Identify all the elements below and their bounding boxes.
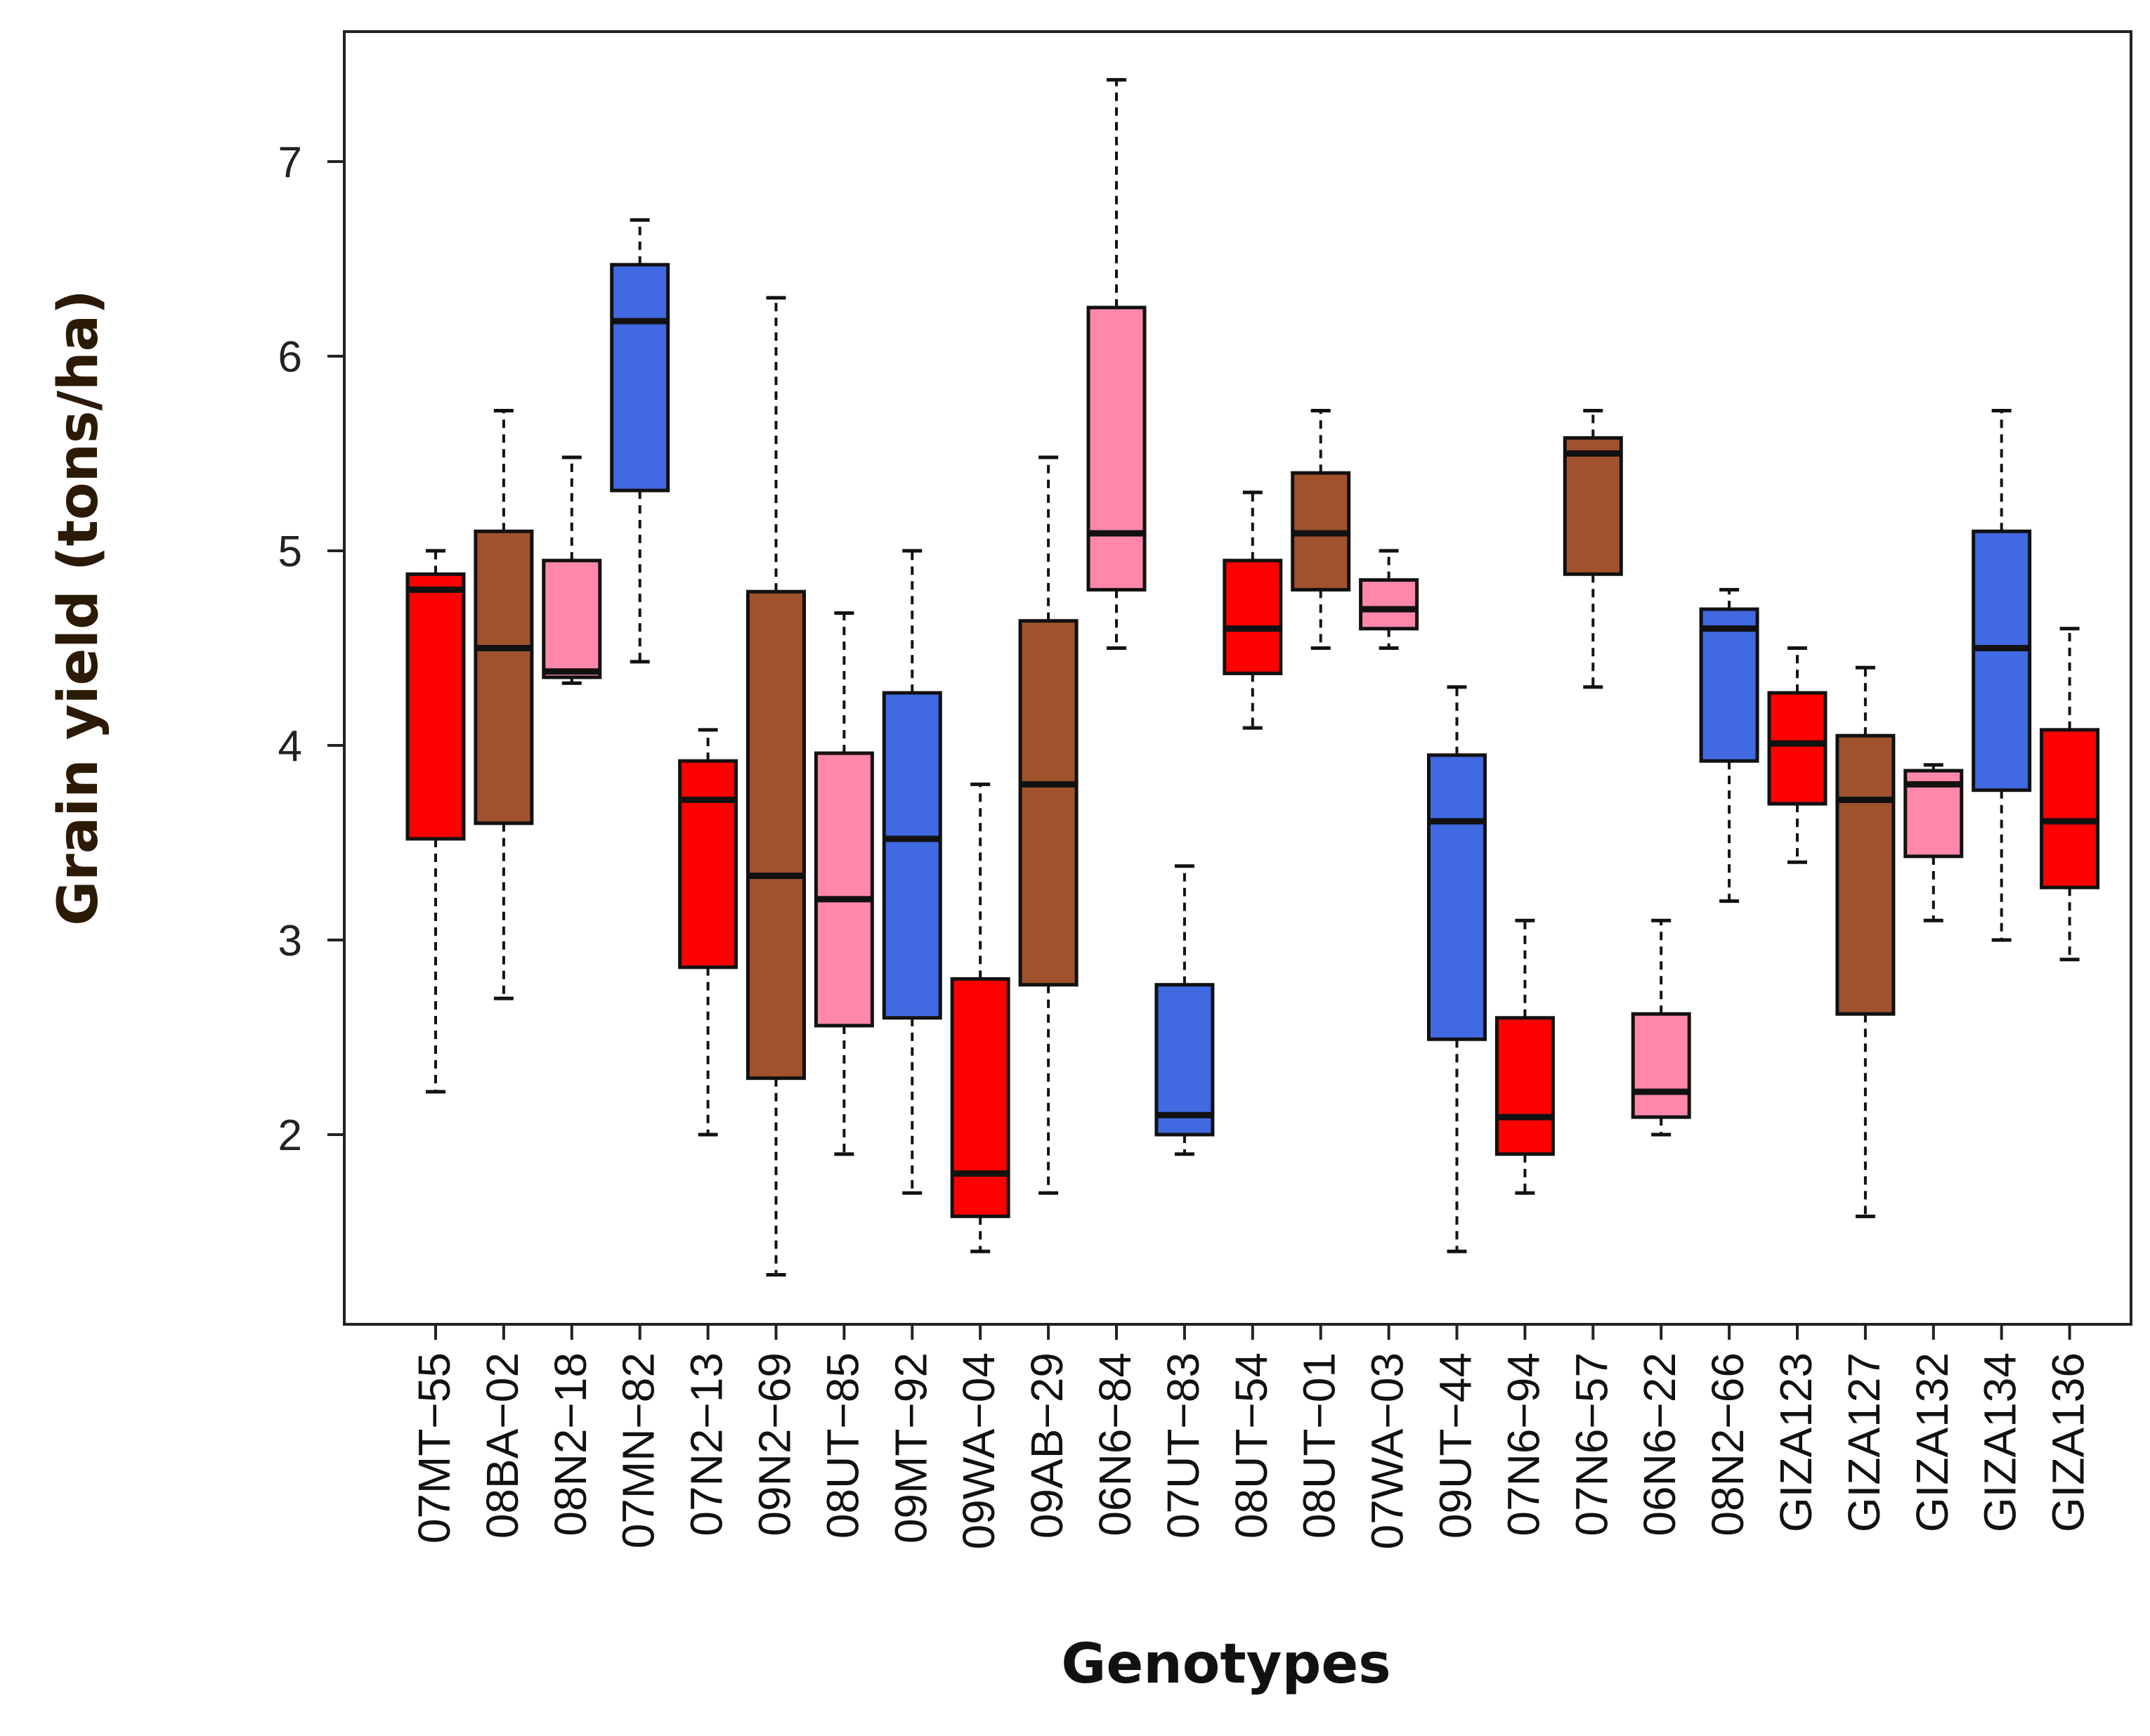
box-iqr [1018,619,1079,987]
x-category-label: 07WA−03 [1362,1352,1413,1549]
x-category-label: 07N2−13 [682,1352,732,1536]
box-iqr [405,572,466,841]
x-category-label: 07N6−57 [1566,1352,1617,1536]
box-iqr [474,529,534,825]
y-tick-label: 3 [278,917,302,965]
x-category-label: 08UT−01 [1294,1352,1345,1539]
x-category-label: 08UT−54 [1226,1352,1277,1539]
box-iqr [1494,1016,1555,1156]
box-iqr [1359,578,1419,631]
x-category-label: 07MN−82 [613,1352,664,1548]
y-tick-label: 7 [278,138,302,187]
x-axis-title: Genotypes [1061,1633,1390,1696]
box-iqr [610,263,670,492]
box-iqr [1835,733,1896,1016]
x-category-label: GIZA127 [1839,1352,1889,1532]
y-tick-label: 5 [278,528,302,576]
box-iqr [1223,559,1283,676]
y-axis-title: Grain yield (tons/ha) [47,289,110,926]
box-iqr [882,691,942,1020]
box-iqr [1699,607,1759,763]
x-category-label: 09MT−92 [885,1352,936,1544]
box-iqr [814,751,874,1028]
x-category-label: 07UT−83 [1158,1352,1208,1539]
x-category-label: 09WA−04 [953,1352,1004,1549]
y-tick-label: 2 [278,1111,302,1160]
box-iqr [1086,306,1147,592]
x-category-label: 08N2−18 [545,1352,596,1536]
x-category-label: 06N6−84 [1090,1352,1140,1536]
box-iqr [746,589,806,1081]
box-iqr [1427,753,1487,1041]
box-iqr [1154,983,1215,1137]
x-category-label: GIZA123 [1771,1352,1821,1532]
x-category-label: 08UT−85 [817,1352,868,1539]
box-iqr [1631,1012,1691,1119]
x-category-label: 08N2−66 [1702,1352,1753,1536]
x-category-label: GIZA136 [2043,1352,2094,1532]
x-category-label: 08BA−02 [477,1352,528,1539]
box-iqr [542,559,602,679]
box-iqr [2040,728,2100,889]
x-category-label: GIZA132 [1907,1352,1957,1532]
x-category-label: GIZA134 [1975,1352,2026,1532]
x-category-label: 09AB−29 [1022,1352,1072,1539]
x-category-label: 09N2−69 [750,1352,800,1536]
box-iqr [1972,529,2032,792]
x-category-label: 07N6−94 [1498,1352,1549,1536]
x-category-label: 06N6−22 [1634,1352,1685,1536]
box-iqr [1563,436,1623,576]
x-category-label: 09UT−44 [1431,1352,1481,1539]
box-iqr [950,977,1010,1218]
x-category-label: 07MT−55 [409,1352,460,1544]
box-iqr [678,759,738,970]
y-tick-label: 4 [278,722,302,771]
plot-frame [343,30,2132,1326]
y-tick-label: 6 [278,333,302,381]
box-iqr [1767,691,1827,806]
